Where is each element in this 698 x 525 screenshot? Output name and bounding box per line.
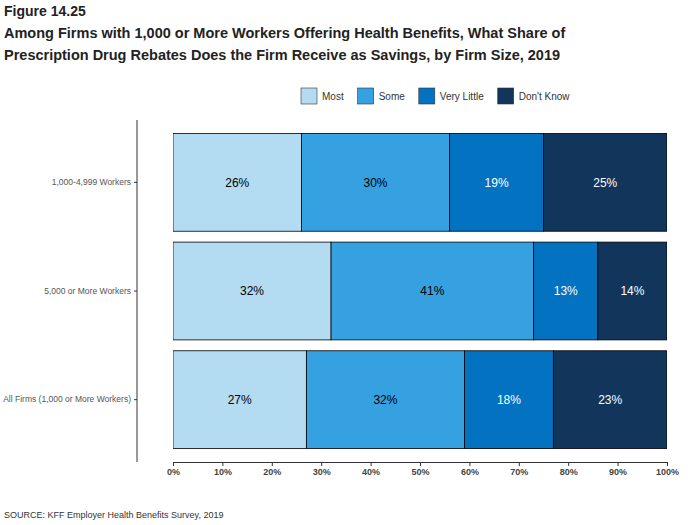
x-tick: 80% [560,462,578,477]
legend-swatch [358,88,374,104]
x-tick-label: 90% [609,467,627,477]
x-tick: 0% [167,462,180,477]
data-label: 32% [240,284,264,298]
legend-item: Don't Know [498,88,571,104]
x-tick-mark [519,462,520,466]
y-tick: All Firms (1,000 or More Workers) [3,394,137,404]
x-tick: 100% [656,462,679,477]
legend-label: Don't Know [519,91,571,102]
data-label: 41% [420,284,444,298]
bar [173,351,306,449]
x-tick-label: 60% [461,467,479,477]
x-tick-mark [321,462,322,466]
y-axis: 1,000-4,999 Workers 5,000 or More Workers… [3,120,137,462]
x-tick-label: 20% [263,467,281,477]
legend-label: Very Little [440,91,484,102]
x-tick-mark [420,462,421,466]
x-tick-label: 80% [560,467,578,477]
x-tick-label: 30% [313,467,331,477]
legend-label: Most [322,91,344,102]
bar [306,351,464,449]
data-label: 23% [598,393,622,407]
source-note: SOURCE: KFF Employer Health Benefits Sur… [4,510,223,520]
data-label: 30% [364,176,388,190]
x-tick-mark [618,462,619,466]
x-tick: 20% [263,462,281,477]
data-labels: 26% 32% 27% 30% 41% 32% 19% 13% 18% 25% 14% 23% [225,176,645,407]
y-tick-mark [134,291,137,292]
bars [173,133,667,448]
annotations: SOURCE: KFF Employer Health Benefits Sur… [4,510,223,520]
x-tick-label: 40% [362,467,380,477]
legend-item: Most [301,88,344,104]
legend-label: Some [379,91,406,102]
y-tick-mark [134,399,137,400]
bar [301,133,449,231]
data-label: 18% [497,393,521,407]
legend-item: Very Little [419,88,484,104]
x-tick: 70% [510,462,528,477]
x-tick-label: 100% [656,467,679,477]
data-label: 26% [225,176,249,190]
y-tick-label: All Firms (1,000 or More Workers) [3,394,131,404]
y-tick-label: 1,000-4,999 Workers [52,177,131,187]
x-tick-mark [222,462,223,466]
bar [534,242,598,340]
title: Among Firms with 1,000 or More Workers O… [4,25,569,63]
x-tick-mark [371,462,372,466]
y-tick: 1,000-4,999 Workers [52,177,137,187]
x-tick-mark [568,462,569,466]
x-tick: 40% [362,462,380,477]
bar [553,351,667,449]
data-label: 27% [228,393,252,407]
figure-number: Figure 14.25 [4,3,86,19]
x-tick-label: 70% [510,467,528,477]
x-tick-label: 50% [411,467,429,477]
x-tick-mark [173,462,174,466]
chart: Figure 14.25 Among Firms with 1,000 or Mo… [0,0,698,525]
legend-item: Some [358,88,406,104]
bar [331,242,534,340]
x-tick: 50% [411,462,429,477]
bar [544,133,668,231]
data-label: 25% [593,176,617,190]
x-tick: 90% [609,462,627,477]
x-tick-label: 0% [167,467,180,477]
x-tick-label: 10% [214,467,232,477]
bar [173,242,331,340]
y-tick-label: 5,000 or More Workers [44,286,131,296]
legend: Most Some Very Little Don't Know [301,88,570,104]
x-tick: 10% [214,462,232,477]
data-label: 19% [485,176,509,190]
legend-swatch [419,88,435,104]
data-label: 14% [620,284,644,298]
x-tick-mark [469,462,470,466]
x-axis-line [174,463,668,467]
y-tick: 5,000 or More Workers [44,286,137,296]
bar [598,242,667,340]
data-label: 32% [373,393,397,407]
x-tick: 30% [313,462,331,477]
bar [173,133,301,231]
y-tick-mark [134,182,137,183]
x-axis: 0% 10% 20% 30% 40% 50% 60% 70% 80% 90% 100% [167,462,679,477]
bar [464,351,553,449]
x-tick-mark [667,462,668,466]
legend-swatch [498,88,514,104]
bar [450,133,544,231]
x-tick: 60% [461,462,479,477]
x-tick-mark [272,462,273,466]
legend-swatch [301,88,317,104]
data-label: 13% [554,284,578,298]
